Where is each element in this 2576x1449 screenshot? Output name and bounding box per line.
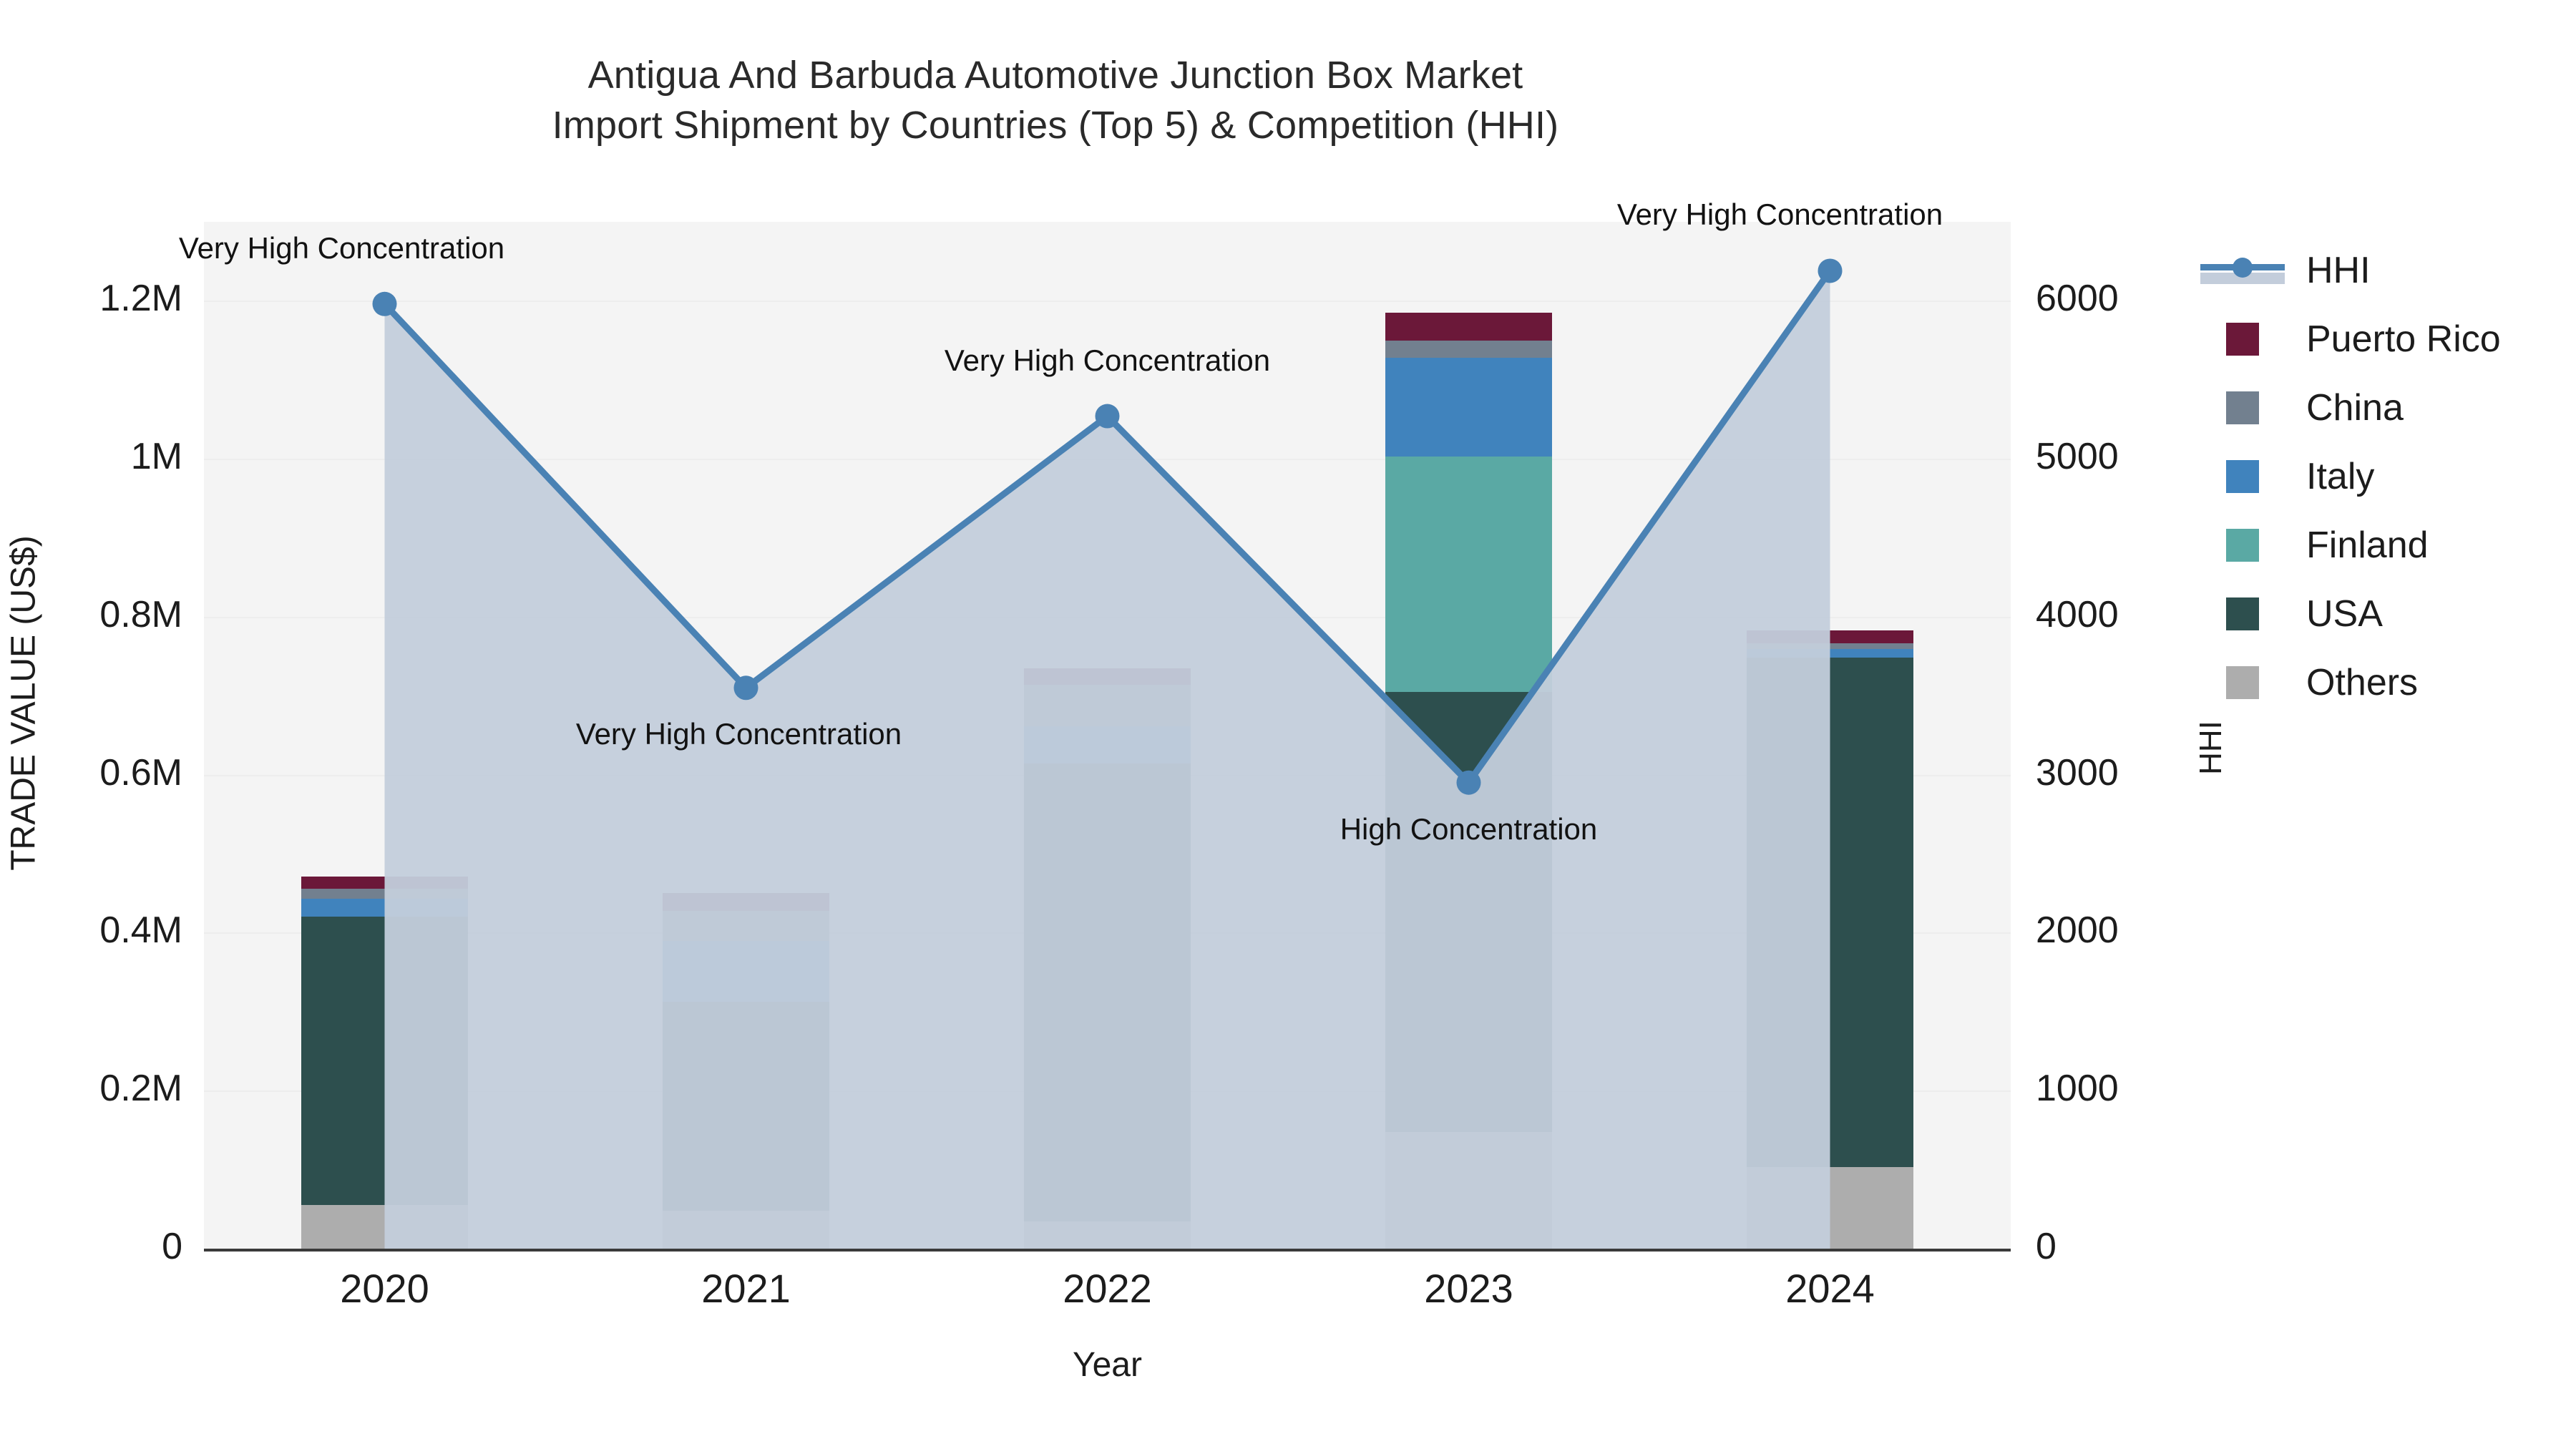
hhi-annotation-label: Very High Concentration bbox=[575, 717, 902, 751]
y-axis-right-tick-label: 3000 bbox=[2036, 751, 2119, 794]
y-axis-right-tick-label: 6000 bbox=[2036, 278, 2119, 320]
x-axis-tick-label: 2021 bbox=[701, 1266, 791, 1311]
legend-item-label: Italy bbox=[2306, 456, 2375, 497]
plot-area bbox=[204, 222, 2011, 1249]
y-axis-right-tick-label: 4000 bbox=[2036, 593, 2119, 635]
legend: HHI Puerto Rico China Italy Finland USA Others bbox=[2200, 236, 2501, 717]
color-swatch-icon bbox=[2200, 660, 2285, 705]
legend-item-label: HHI bbox=[2306, 250, 2371, 291]
chart-title-line-1: Antigua And Barbuda Automotive Junction … bbox=[587, 54, 1523, 97]
y-axis-left-tick-label: 1.2M bbox=[99, 278, 182, 320]
hhi-line-marker-icon bbox=[2200, 248, 2285, 293]
hhi-marker[interactable] bbox=[733, 675, 758, 701]
hhi-series bbox=[372, 258, 1843, 1249]
hhi-marker[interactable] bbox=[1456, 770, 1481, 795]
hhi-annotation-label: Very High Concentration bbox=[944, 343, 1271, 377]
bar-segment[interactable] bbox=[1385, 456, 1552, 692]
color-swatch bbox=[2226, 323, 2259, 356]
color-swatch bbox=[2226, 597, 2259, 630]
y-axis-right-tick-label: 0 bbox=[2036, 1226, 2057, 1267]
chart-title: Antigua And Barbuda Automotive Junction … bbox=[0, 50, 2111, 150]
color-swatch bbox=[2226, 460, 2259, 493]
legend-item-label: Puerto Rico bbox=[2306, 318, 2501, 360]
legend-item-others[interactable]: Others bbox=[2200, 648, 2501, 717]
y-axis-left-tick-label: 0.8M bbox=[99, 593, 182, 635]
x-axis-tick-label: 2023 bbox=[1424, 1266, 1513, 1311]
hhi-annotation-label: Very High Concentration bbox=[178, 230, 505, 265]
color-swatch-icon bbox=[2200, 454, 2285, 499]
y-axis-left-tick-label: 0.4M bbox=[99, 909, 182, 952]
color-swatch-icon bbox=[2200, 317, 2285, 361]
bar-segment[interactable] bbox=[1385, 357, 1552, 457]
hhi-area-fill bbox=[384, 270, 1830, 1249]
x-axis-title: Year bbox=[1073, 1346, 1142, 1384]
hhi-marker[interactable] bbox=[372, 291, 397, 316]
bar-segment[interactable] bbox=[1385, 340, 1552, 358]
hhi-dot-icon bbox=[2233, 258, 2253, 278]
legend-item-china[interactable]: China bbox=[2200, 374, 2501, 442]
hhi-marker[interactable] bbox=[1095, 404, 1120, 429]
x-axis-line bbox=[204, 1249, 2011, 1252]
legend-item-label: China bbox=[2306, 387, 2404, 429]
gridline-right-6000 bbox=[204, 301, 2011, 303]
x-axis-tick-label: 2020 bbox=[340, 1266, 429, 1311]
color-swatch-icon bbox=[2200, 386, 2285, 430]
hhi-annotation-label: High Concentration bbox=[1340, 811, 1598, 846]
legend-item-finland[interactable]: Finland bbox=[2200, 511, 2501, 580]
color-swatch bbox=[2226, 666, 2259, 699]
y-axis-left-title: TRADE VALUE (US$) bbox=[4, 535, 43, 871]
legend-item-usa[interactable]: USA bbox=[2200, 580, 2501, 648]
y-axis-right-tick-label: 5000 bbox=[2036, 436, 2119, 478]
y-axis-right-tick-label: 1000 bbox=[2036, 1068, 2119, 1110]
hhi-annotation-label: Very High Concentration bbox=[1616, 197, 1943, 232]
legend-item-puerto-rico[interactable]: Puerto Rico bbox=[2200, 305, 2501, 374]
color-swatch bbox=[2226, 391, 2259, 424]
color-swatch-icon bbox=[2200, 523, 2285, 567]
legend-item-hhi[interactable]: HHI bbox=[2200, 236, 2501, 305]
x-axis-tick-label: 2022 bbox=[1063, 1266, 1152, 1311]
legend-item-label: Others bbox=[2306, 662, 2419, 703]
legend-item-label: USA bbox=[2306, 593, 2383, 635]
y-axis-left-tick-label: 1M bbox=[130, 436, 182, 478]
legend-item-italy[interactable]: Italy bbox=[2200, 442, 2501, 511]
y-axis-left-tick-label: 0.6M bbox=[99, 751, 182, 794]
x-axis-tick-label: 2024 bbox=[1785, 1266, 1875, 1311]
chart-title-subtitle: Import Shipment by Countries (Top 5) & C… bbox=[552, 104, 1559, 147]
y-axis-right-tick-label: 2000 bbox=[2036, 909, 2119, 952]
bar-segment[interactable] bbox=[1385, 312, 1552, 341]
hhi-marker[interactable] bbox=[1818, 258, 1843, 283]
hhi-area-swatch bbox=[2200, 273, 2285, 284]
color-swatch bbox=[2226, 529, 2259, 562]
y-axis-left-tick-label: 0 bbox=[162, 1226, 182, 1267]
y-axis-left-tick-label: 0.2M bbox=[99, 1068, 182, 1110]
color-swatch-icon bbox=[2200, 592, 2285, 636]
legend-item-label: Finland bbox=[2306, 525, 2429, 566]
